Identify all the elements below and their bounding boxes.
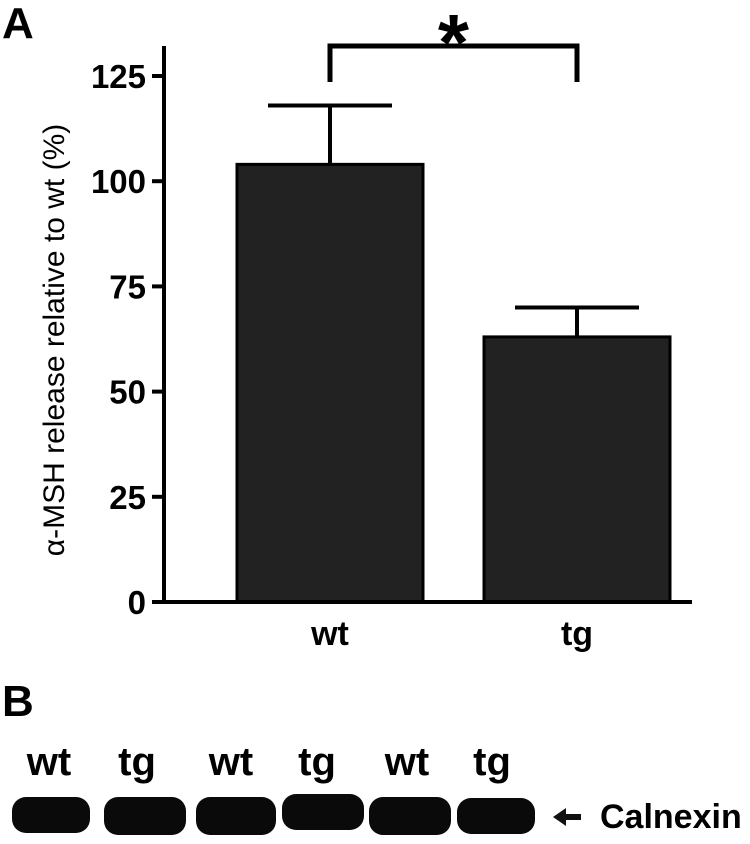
panel-b-label: B	[2, 677, 34, 726]
blot-band	[12, 797, 90, 833]
y-tick-label: 25	[109, 479, 146, 516]
blot-lane-label: wt	[208, 740, 254, 784]
y-tick-label: 50	[109, 374, 146, 411]
blot-lane-label: tg	[298, 740, 336, 784]
y-tick-label: 100	[91, 163, 146, 200]
significance-star: *	[438, 0, 470, 87]
blot-band	[282, 794, 364, 830]
bar	[482, 335, 672, 604]
y-tick-label: 75	[109, 268, 146, 305]
blot-lane-label: tg	[473, 740, 511, 784]
y-tick-label: 125	[91, 58, 146, 95]
panel-a-label: A	[2, 0, 34, 48]
left-arrow-icon	[553, 808, 581, 826]
y-tick-label: 0	[128, 584, 146, 621]
blot-band	[369, 797, 451, 835]
y-axis-label: α-MSH release relative to wt (%)	[38, 124, 71, 556]
blot-band	[457, 798, 535, 834]
x-tick-label: tg	[561, 615, 593, 653]
bar-chart: wt tg 0 25 50 75 100 125 α-MSH release relative …	[38, 0, 692, 653]
calnexin-label: Calnexin	[600, 798, 742, 836]
blot-lane-label: wt	[384, 740, 430, 784]
blot-band	[104, 797, 186, 835]
blot-lane-label: tg	[118, 740, 156, 784]
bar	[235, 162, 425, 604]
blot-band	[196, 797, 276, 835]
significance-bracket	[327, 43, 580, 82]
x-tick-label: wt	[310, 615, 349, 653]
blot-lane-label: wt	[26, 740, 72, 784]
